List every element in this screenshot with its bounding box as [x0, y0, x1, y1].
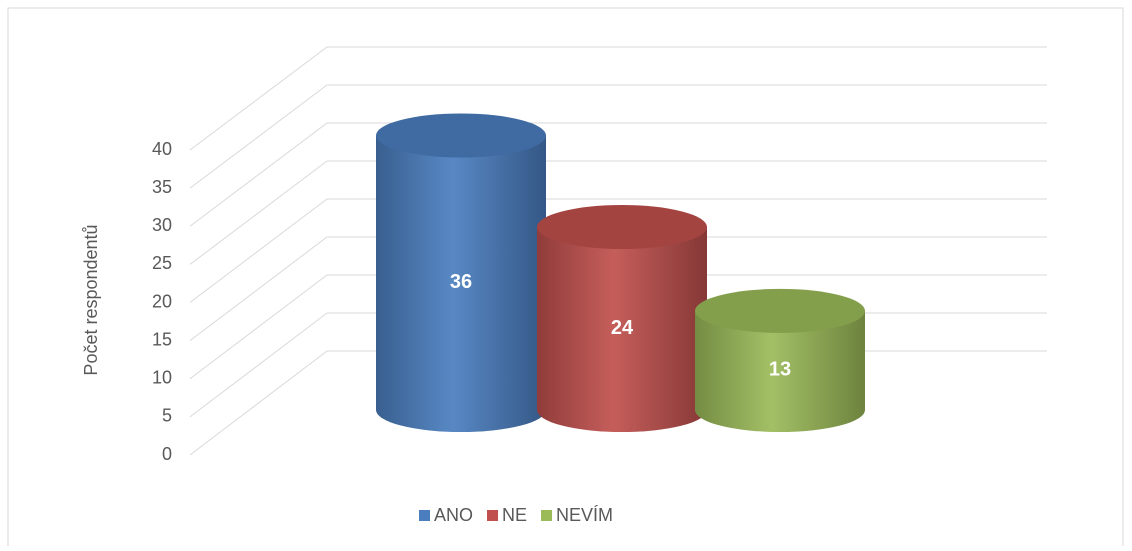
y-tick-label: 10: [152, 368, 172, 388]
legend-swatch: [487, 510, 499, 521]
y-tick-label: 5: [162, 406, 172, 426]
cylinder: [537, 227, 707, 432]
grid-line-side: [189, 160, 328, 265]
grid-line-side: [189, 122, 328, 227]
grid-line-side: [189, 312, 328, 418]
grid-line-side: [189, 236, 328, 342]
y-tick-label: 25: [152, 253, 172, 273]
cylinder-top: [537, 205, 707, 249]
grid-line-side: [189, 274, 328, 380]
grid-line-side: [189, 198, 328, 303]
grid-line-side: [189, 84, 328, 189]
legend-swatch: [541, 510, 553, 521]
y-tick-label: 40: [152, 139, 172, 159]
y-tick-label: 15: [152, 329, 172, 349]
y-tick-label: 20: [152, 291, 172, 311]
cylinder: [376, 135, 546, 432]
data-label: 24: [611, 317, 634, 339]
legend-label: NE: [502, 505, 527, 525]
legend-label: ANO: [434, 505, 473, 525]
y-tick-label: 0: [162, 444, 172, 464]
cylinder-top: [376, 113, 546, 158]
y-tick-label: 30: [152, 215, 172, 235]
cylinder-top: [695, 288, 865, 333]
y-tick-label: 35: [152, 177, 172, 197]
y-axis-label: Počet respondentů: [81, 224, 101, 375]
grid-line-side: [189, 350, 328, 456]
grid-line-side: [189, 46, 328, 151]
data-label: 36: [450, 271, 472, 293]
data-label: 13: [769, 359, 791, 381]
legend-swatch: [419, 510, 430, 521]
cylinder: [695, 310, 865, 432]
legend-label: NEVÍM: [556, 505, 613, 525]
